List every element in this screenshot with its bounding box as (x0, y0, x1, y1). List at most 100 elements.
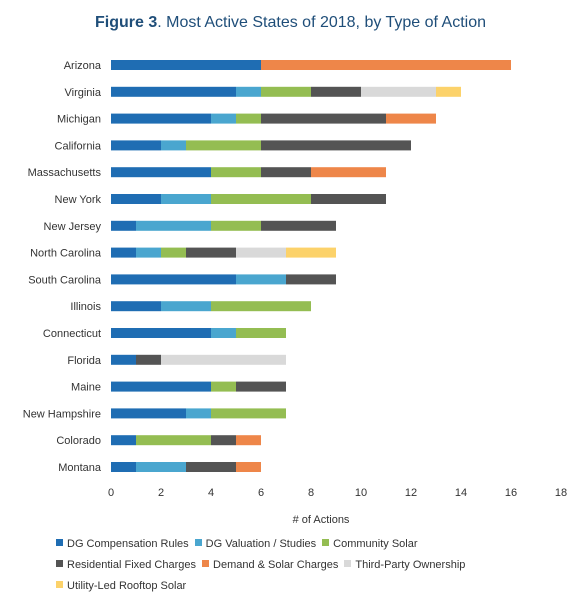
bar-segment-michigan-series-1 (211, 113, 236, 124)
legend-label: Utility-Led Rooftop Solar (67, 580, 187, 592)
stacked-bar-chart: Arizona Virginia Michigan California Massach… (23, 60, 567, 526)
legend-item-series-5: Third-Party Ownership (344, 559, 465, 571)
category-label-massachusetts: Massachusetts (28, 167, 102, 179)
category-label-connecticut: Connecticut (43, 328, 101, 340)
category-label-colorado: Colorado (56, 435, 101, 447)
bar-segment-south-carolina-series-3 (286, 274, 336, 285)
bar-segment-south-carolina-series-1 (236, 274, 286, 285)
chart-title-rest: . Most Active States of 2018, by Type of… (157, 14, 486, 31)
legend-swatch (56, 560, 63, 567)
legend-swatch (344, 560, 352, 567)
category-label-virginia: Virginia (65, 87, 102, 99)
bar-segment-connecticut-series-0 (111, 328, 211, 338)
category-label-north-carolina: North Carolina (30, 248, 102, 260)
bar-segment-north-carolina-series-2 (161, 247, 186, 258)
bar-segment-colorado-series-0 (111, 435, 136, 446)
x-tick-label-4: 4 (208, 487, 214, 499)
bar-segment-california-series-1 (161, 140, 186, 151)
x-axis-title: # of Actions (293, 514, 350, 526)
bar-segment-michigan-series-0 (111, 113, 211, 124)
x-tick-label-8: 8 (308, 487, 314, 499)
bar-segment-maine-series-2 (211, 381, 236, 392)
legend-item-series-4: Demand & Solar Charges (202, 559, 338, 571)
legend-label: DG Valuation / Studies (205, 538, 317, 550)
legend-label: Demand & Solar Charges (213, 559, 339, 571)
bar-segment-virginia-series-0 (111, 86, 236, 97)
bar-segment-michigan-series-4 (386, 113, 436, 124)
x-tick-label-12: 12 (405, 487, 417, 499)
bar-segment-new-york-series-1 (161, 194, 211, 204)
category-label-maine: Maine (71, 382, 101, 394)
category-label-california: California (55, 140, 102, 152)
category-label-new-york: New York (55, 194, 102, 206)
bar-segment-north-carolina-series-3 (186, 247, 236, 258)
x-tick-label-16: 16 (505, 487, 517, 499)
bar-segment-new-york-series-3 (311, 194, 386, 204)
x-tick-label-0: 0 (108, 487, 114, 499)
legend-swatch (56, 581, 63, 588)
x-tick-label-18: 18 (555, 487, 567, 499)
bar-segment-new-jersey-series-1 (136, 220, 211, 231)
bar-segment-virginia-series-5 (361, 86, 436, 97)
bar-segment-massachusetts-series-2 (211, 167, 261, 178)
bar-segment-virginia-series-3 (311, 86, 361, 97)
category-label-illinois: Illinois (70, 301, 101, 313)
legend-swatch (194, 539, 202, 546)
chart-title: Figure 3. Most Active States of 2018, by… (0, 14, 581, 32)
legend-swatch (56, 539, 63, 546)
category-label-new-jersey: New Jersey (44, 221, 102, 233)
category-label-florida: Florida (67, 355, 102, 367)
legend-item-series-3: Residential Fixed Charges (56, 559, 196, 571)
bar-segment-new-hampshire-series-0 (111, 408, 186, 419)
legend-item-series-1: DG Valuation / Studies (194, 538, 317, 550)
chart-legend: DG Compensation Rules DG Valuation / Stud… (56, 538, 556, 601)
bar-segment-arizona-series-0 (111, 60, 261, 70)
bar-segment-montana-series-3 (186, 462, 236, 472)
bar-segment-michigan-series-2 (236, 113, 261, 124)
legend-item-series-0: DG Compensation Rules (56, 538, 189, 550)
bar-segment-new-york-series-0 (111, 194, 161, 204)
bar-segment-connecticut-series-1 (211, 328, 236, 338)
bar-segment-michigan-series-3 (261, 113, 386, 124)
bar-segment-new-york-series-2 (211, 194, 311, 204)
category-label-new-hampshire: New Hampshire (23, 408, 101, 420)
legend-item-series-6: Utility-Led Rooftop Solar (56, 580, 186, 592)
bar-segment-virginia-series-6 (436, 86, 461, 97)
bar-segment-massachusetts-series-4 (311, 167, 386, 178)
bar-segment-virginia-series-1 (236, 86, 261, 97)
bar-segment-new-hampshire-series-1 (186, 408, 211, 419)
legend-label: Third-Party Ownership (355, 559, 466, 571)
x-tick-label-10: 10 (355, 487, 367, 499)
bar-segment-new-hampshire-series-2 (211, 408, 286, 419)
legend-swatch (322, 539, 330, 546)
bar-segment-illinois-series-1 (161, 301, 211, 312)
bar-segment-massachusetts-series-0 (111, 167, 211, 178)
bar-segment-colorado-series-2 (136, 435, 211, 446)
legend-label: DG Compensation Rules (67, 538, 189, 550)
bar-segment-new-jersey-series-2 (211, 220, 261, 231)
bar-segment-new-jersey-series-0 (111, 220, 136, 231)
category-label-michigan: Michigan (57, 114, 101, 126)
bar-segment-virginia-series-2 (261, 86, 311, 97)
legend-item-series-2: Community Solar (322, 538, 418, 550)
bar-segment-colorado-series-3 (211, 435, 236, 446)
legend-swatch (202, 560, 210, 567)
bar-segment-california-series-3 (261, 140, 411, 151)
x-tick-label-2: 2 (158, 487, 164, 499)
legend-label: Residential Fixed Charges (67, 559, 197, 571)
legend-label: Community Solar (333, 538, 418, 550)
bar-segment-florida-series-3 (136, 354, 161, 365)
bar-segment-montana-series-0 (111, 462, 136, 472)
bar-segment-colorado-series-4 (236, 435, 261, 446)
bar-segment-florida-series-0 (111, 354, 136, 365)
category-label-montana: Montana (58, 462, 102, 474)
bar-segment-north-carolina-series-5 (236, 247, 286, 258)
bar-segment-arizona-series-4 (261, 60, 511, 70)
bar-segment-connecticut-series-2 (236, 328, 286, 338)
bar-segment-north-carolina-series-1 (136, 247, 161, 258)
bar-segment-california-series-2 (186, 140, 261, 151)
bar-segment-south-carolina-series-0 (111, 274, 236, 285)
bar-segment-florida-series-5 (161, 354, 286, 365)
bar-segment-maine-series-0 (111, 381, 211, 392)
x-tick-label-6: 6 (258, 487, 264, 499)
